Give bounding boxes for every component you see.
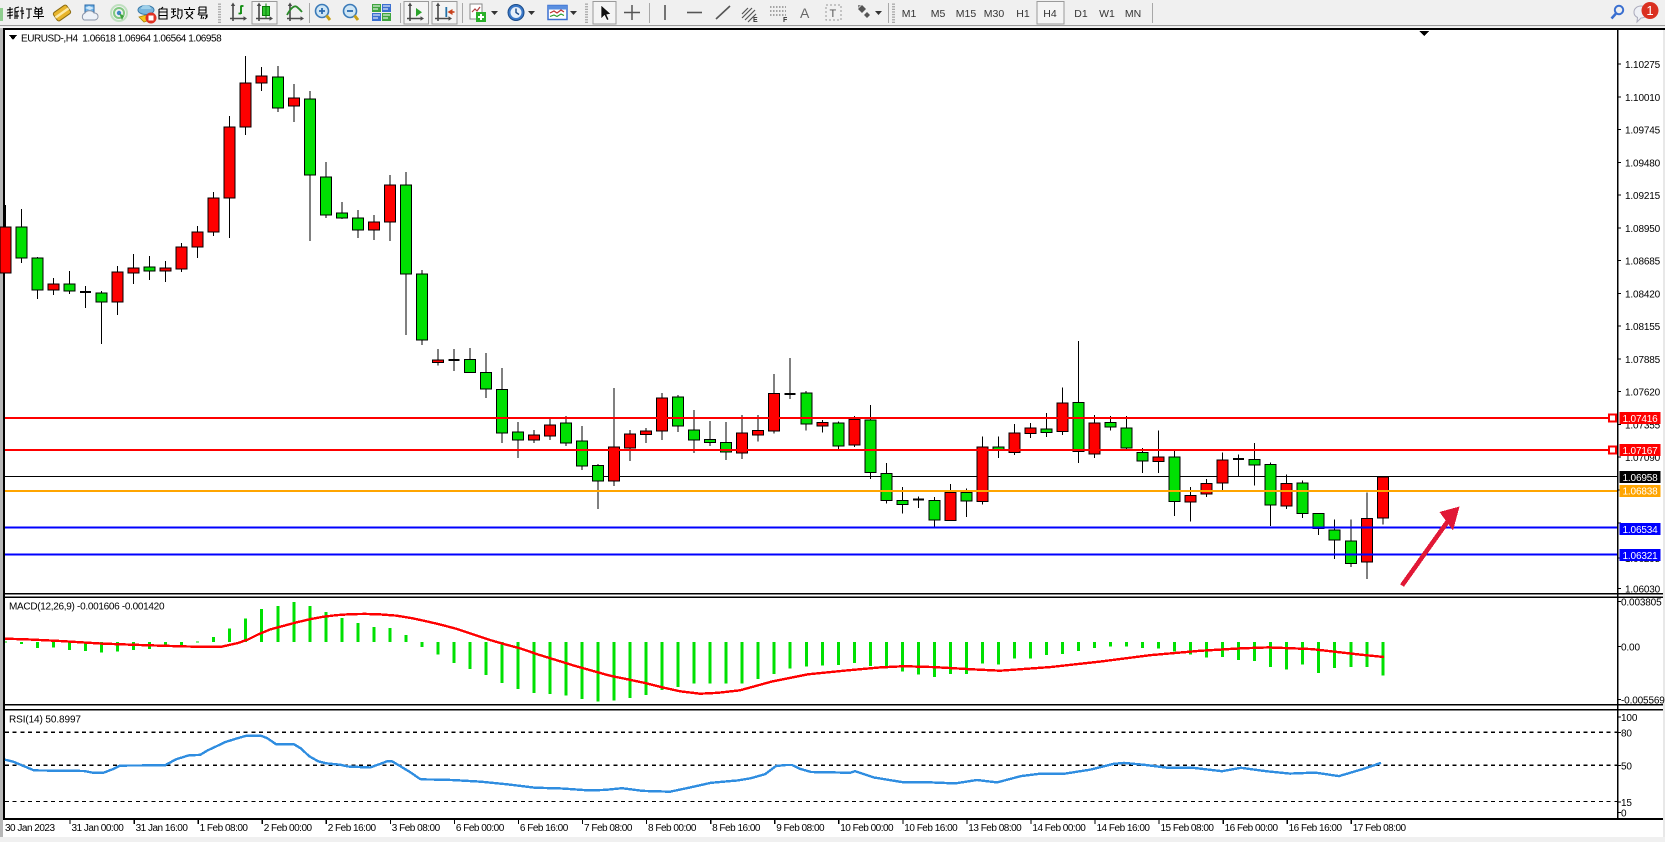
svg-text:1.09480: 1.09480 [1625,158,1661,169]
svg-text:17 Feb 08:00: 17 Feb 08:00 [1353,823,1407,834]
svg-text:1.08155: 1.08155 [1625,322,1661,333]
svg-text:31 Jan 00:00: 31 Jan 00:00 [72,823,125,834]
svg-text:7 Feb 08:00: 7 Feb 08:00 [584,823,633,834]
svg-text:1.07885: 1.07885 [1625,355,1661,366]
svg-text:1.08420: 1.08420 [1625,289,1661,300]
svg-text:RSI(14) 50.8997: RSI(14) 50.8997 [9,715,81,726]
svg-text:2 Feb 16:00: 2 Feb 16:00 [328,823,377,834]
svg-text:0.00: 0.00 [1621,642,1640,653]
svg-text:M30: M30 [984,8,1005,20]
svg-text:1.10010: 1.10010 [1625,93,1661,104]
svg-text:1.07620: 1.07620 [1625,388,1661,399]
svg-text:50: 50 [1621,761,1632,772]
svg-text:31 Jan 16:00: 31 Jan 16:00 [136,823,189,834]
svg-text:1.09215: 1.09215 [1625,191,1661,202]
svg-text:15: 15 [1621,798,1632,809]
svg-text:1.07416: 1.07416 [1623,414,1659,425]
svg-text:13 Feb 08:00: 13 Feb 08:00 [968,823,1022,834]
svg-text:EURUSD-,H4 1.06618 1.06964 1.: EURUSD-,H4 1.06618 1.06964 1.06564 1.069… [21,34,222,45]
svg-text:1 Feb 08:00: 1 Feb 08:00 [200,823,249,834]
svg-text:100: 100 [1621,713,1638,724]
svg-text:1.08685: 1.08685 [1625,257,1661,268]
svg-text:14 Feb 16:00: 14 Feb 16:00 [1097,823,1151,834]
svg-text:M1: M1 [902,8,917,20]
svg-text:0.003805: 0.003805 [1621,598,1662,609]
svg-text:1.08950: 1.08950 [1625,224,1661,235]
svg-text:1.10275: 1.10275 [1625,60,1661,71]
svg-text:16 Feb 00:00: 16 Feb 00:00 [1225,823,1279,834]
svg-text:D1: D1 [1074,8,1088,20]
svg-text:M15: M15 [956,8,977,20]
svg-text:80: 80 [1621,728,1632,739]
svg-text:1.07355: 1.07355 [1625,420,1661,431]
svg-text:1.06958: 1.06958 [1623,473,1659,484]
svg-text:1.07167: 1.07167 [1623,446,1659,457]
svg-text:MN: MN [1125,8,1141,20]
svg-text:8 Feb 00:00: 8 Feb 00:00 [648,823,697,834]
svg-text:M5: M5 [931,8,946,20]
svg-text:9 Feb 08:00: 9 Feb 08:00 [776,823,825,834]
svg-text:30 Jan 2023: 30 Jan 2023 [5,823,55,834]
svg-text:10 Feb 00:00: 10 Feb 00:00 [840,823,894,834]
svg-text:1.07090: 1.07090 [1625,453,1661,464]
svg-text:T: T [830,8,837,20]
svg-text:10 Feb 16:00: 10 Feb 16:00 [904,823,958,834]
svg-text:1.06321: 1.06321 [1623,551,1659,562]
svg-text:2 Feb 00:00: 2 Feb 00:00 [264,823,313,834]
svg-text:0: 0 [1621,809,1627,820]
svg-text:6 Feb 16:00: 6 Feb 16:00 [520,823,569,834]
svg-text:H4: H4 [1043,8,1057,20]
svg-text:W1: W1 [1099,8,1115,20]
svg-text:16 Feb 16:00: 16 Feb 16:00 [1289,823,1343,834]
svg-text:-0.005569: -0.005569 [1621,696,1665,707]
svg-text:MACD(12,26,9) -0.001606 -0.001: MACD(12,26,9) -0.001606 -0.001420 [9,602,165,613]
svg-text:1.06030: 1.06030 [1625,584,1661,595]
svg-text:1.06838: 1.06838 [1623,487,1659,498]
svg-text:8 Feb 16:00: 8 Feb 16:00 [712,823,761,834]
svg-text:E: E [753,17,758,24]
svg-text:F: F [783,17,788,24]
svg-text:15 Feb 08:00: 15 Feb 08:00 [1161,823,1215,834]
svg-text:6 Feb 00:00: 6 Feb 00:00 [456,823,505,834]
svg-text:1.09745: 1.09745 [1625,126,1661,137]
svg-text:3 Feb 08:00: 3 Feb 08:00 [392,823,441,834]
svg-text:14 Feb 00:00: 14 Feb 00:00 [1032,823,1086,834]
svg-text:1: 1 [1646,3,1653,18]
svg-text:H1: H1 [1016,8,1030,20]
svg-text:A: A [800,5,810,21]
svg-text:1.06534: 1.06534 [1623,525,1659,536]
